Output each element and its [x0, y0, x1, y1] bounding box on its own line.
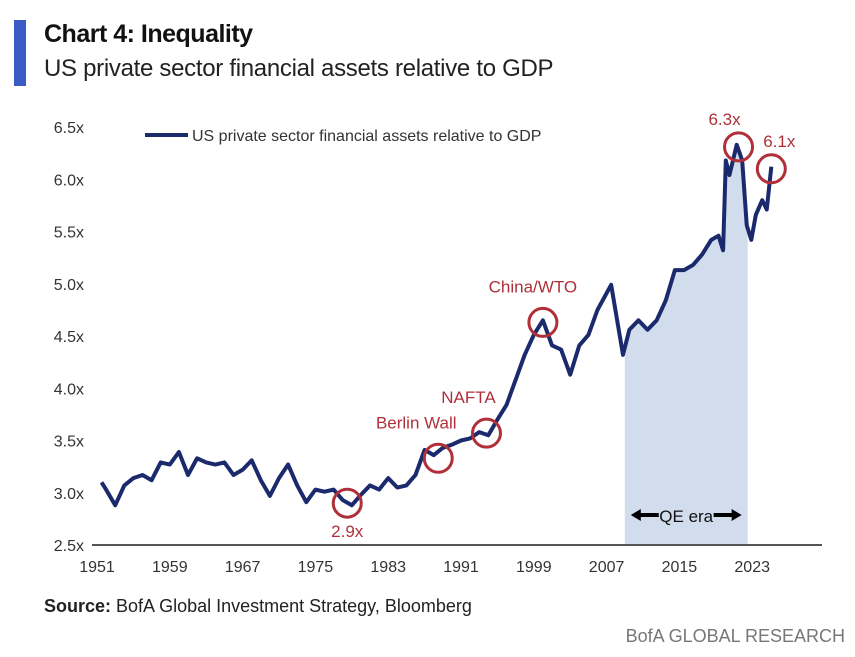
annotation-circle	[422, 442, 454, 474]
x-tick-label: 2023	[734, 559, 770, 576]
brand-label: BofA GLOBAL RESEARCH	[625, 626, 845, 646]
y-tick-label: 2.5x	[54, 538, 84, 555]
source-text: BofA Global Investment Strategy, Bloombe…	[111, 596, 472, 616]
annotation-circle	[755, 153, 787, 185]
y-tick-label: 6.0x	[54, 172, 84, 189]
series-line	[99, 142, 774, 508]
source-note: Source: BofA Global Investment Strategy,…	[44, 596, 472, 617]
annotation-label: NAFTA	[441, 388, 496, 407]
x-tick-label: 1991	[443, 559, 479, 576]
annotation-circle	[527, 306, 559, 338]
x-tick-label: 2015	[662, 559, 698, 576]
arrow-left-icon	[630, 509, 659, 521]
annotation-label: 6.1x	[763, 132, 796, 151]
y-tick-label: 4.5x	[54, 329, 84, 346]
chart-subtitle: US private sector financial assets relat…	[44, 55, 554, 82]
y-tick-label: 3.5x	[54, 434, 84, 451]
annotation-label: 2.9x	[331, 522, 364, 541]
x-tick-label: 1983	[370, 559, 406, 576]
annotation-circle	[470, 417, 502, 449]
x-tick-label: 1999	[516, 559, 552, 576]
legend-label: US private sector financial assets relat…	[192, 128, 541, 145]
y-tick-label: 3.0x	[54, 486, 84, 503]
qe-era-label: QE era	[659, 507, 713, 526]
x-tick-label: 1975	[298, 559, 334, 576]
annotation-label: China/WTO	[489, 277, 578, 296]
annotation-label: 6.3x	[708, 110, 741, 129]
qe-era-shading	[624, 144, 748, 545]
annotation-circle	[331, 487, 363, 519]
annotation-label: Berlin Wall	[376, 413, 457, 432]
x-tick-label: 1951	[79, 559, 115, 576]
y-tick-label: 4.0x	[54, 381, 84, 398]
y-tick-label: 5.5x	[54, 225, 84, 242]
source-label: Source:	[44, 596, 112, 616]
legend: US private sector financial assets relat…	[145, 128, 541, 145]
annotation-circle	[723, 131, 755, 163]
x-tick-label: 1967	[225, 559, 261, 576]
arrow-right-icon	[713, 509, 742, 521]
x-tick-label: 1959	[152, 559, 188, 576]
y-tick-label: 5.0x	[54, 277, 84, 294]
chart-title: Chart 4: Inequality	[44, 20, 253, 48]
accent-bar	[14, 20, 26, 86]
x-tick-label: 2007	[589, 559, 625, 576]
y-tick-label: 6.5x	[54, 120, 84, 137]
